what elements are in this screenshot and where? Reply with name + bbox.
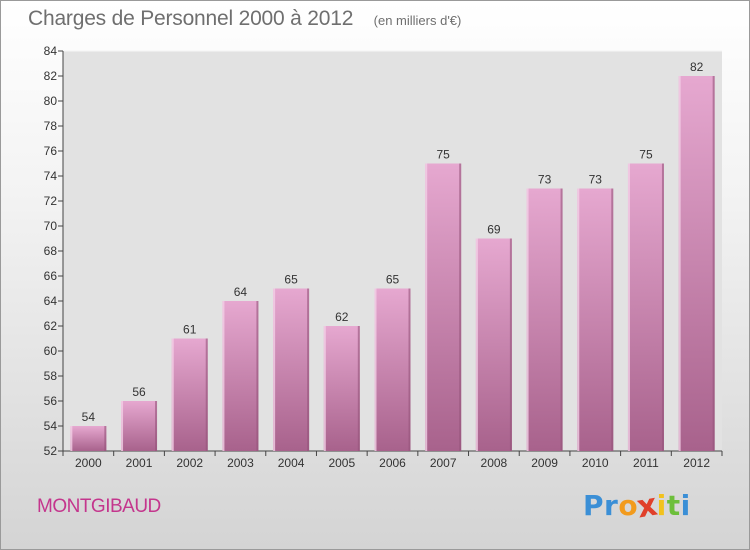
bar-highlight xyxy=(678,76,681,451)
bar xyxy=(577,188,614,451)
x-tick-label: 2005 xyxy=(328,456,355,470)
y-tick-label: 72 xyxy=(44,194,58,208)
x-tick-label: 2012 xyxy=(683,456,710,470)
y-tick-label: 58 xyxy=(44,369,58,383)
bar-shadow xyxy=(560,188,563,451)
bar-highlight xyxy=(475,238,478,451)
y-axis: 52 54 56 58 60 62 64 66 68 70 72 74 76 78 80 82 84 xyxy=(44,44,64,458)
y-tick-label: 78 xyxy=(44,119,58,133)
data-label: 82 xyxy=(690,60,704,74)
data-label: 75 xyxy=(437,148,451,162)
y-tick-label: 80 xyxy=(44,94,58,108)
x-tick-label: 2009 xyxy=(531,456,558,470)
bar-shadow xyxy=(307,288,310,451)
bar-shadow xyxy=(408,288,411,451)
bar xyxy=(475,238,512,451)
bar-shadow xyxy=(357,326,360,451)
data-label: 64 xyxy=(234,285,248,299)
x-tick-label: 2008 xyxy=(481,456,508,470)
y-tick-label: 82 xyxy=(44,69,58,83)
y-tick-label: 84 xyxy=(44,44,58,58)
title-row: Charges de Personnel 2000 à 2012 (en mil… xyxy=(28,7,461,31)
bar xyxy=(273,288,310,451)
bar-highlight xyxy=(273,288,276,451)
bar xyxy=(121,401,158,451)
logo-letter: i xyxy=(656,489,667,522)
bars xyxy=(70,76,715,451)
bar xyxy=(171,338,208,451)
x-tick-label: 2006 xyxy=(379,456,406,470)
data-label: 69 xyxy=(487,223,501,237)
logo-letter: r xyxy=(604,489,619,522)
x-tick-label: 2001 xyxy=(126,456,153,470)
chart-title: Charges de Personnel 2000 à 2012 xyxy=(28,7,354,30)
bar-shadow xyxy=(611,188,614,451)
bar-highlight xyxy=(323,326,326,451)
bar-highlight xyxy=(577,188,580,451)
bar-highlight xyxy=(425,163,428,451)
value-labels: 54 56 61 64 65 62 65 75 69 73 73 75 82 xyxy=(82,60,704,424)
x-tick-label: 2007 xyxy=(430,456,457,470)
logo-letter: o xyxy=(618,489,639,522)
data-label: 75 xyxy=(639,148,653,162)
bar-shadow xyxy=(155,401,158,451)
proxiti-logo: Proxiti xyxy=(583,486,691,525)
bar-shadow xyxy=(509,238,512,451)
bar xyxy=(323,326,360,451)
logo-letter: P xyxy=(583,489,605,522)
x-tick-label: 2003 xyxy=(227,456,254,470)
bar xyxy=(70,426,107,451)
x-axis: 2000 2001 2002 2003 2004 2005 2006 2007 2008 2009… xyxy=(62,450,723,470)
data-label: 65 xyxy=(386,273,400,287)
x-tick-label: 2000 xyxy=(75,456,102,470)
bar-highlight xyxy=(121,401,124,451)
y-tick-label: 64 xyxy=(44,294,58,308)
y-tick-label: 66 xyxy=(44,269,58,283)
bar-shadow xyxy=(256,301,259,451)
y-tick-label: 52 xyxy=(44,444,58,458)
logo-letter: t xyxy=(666,489,681,522)
y-tick-label: 60 xyxy=(44,344,58,358)
town-name: MONTGIBAUD xyxy=(37,496,161,517)
y-tick-label: 74 xyxy=(44,169,58,183)
data-label: 62 xyxy=(335,310,349,324)
x-tick-label: 2002 xyxy=(176,456,203,470)
x-tick-label: 2011 xyxy=(633,456,659,470)
bar xyxy=(222,301,259,451)
bar-shadow xyxy=(661,163,664,451)
bar-highlight xyxy=(627,163,630,451)
data-label: 65 xyxy=(284,273,298,287)
bar xyxy=(678,76,715,451)
bar-highlight xyxy=(70,426,73,451)
y-tick-label: 54 xyxy=(44,419,58,433)
logo-letter: i xyxy=(680,489,691,522)
data-label: 56 xyxy=(132,385,146,399)
chart-subtitle: (en milliers d'€) xyxy=(373,13,462,28)
data-label: 61 xyxy=(183,323,197,337)
bar xyxy=(425,163,462,451)
data-label: 54 xyxy=(82,410,96,424)
bar-shadow xyxy=(459,163,462,451)
bar-shadow xyxy=(205,338,208,451)
bar xyxy=(627,163,664,451)
bar xyxy=(526,188,563,451)
bar-highlight xyxy=(526,188,529,451)
x-tick-label: 2004 xyxy=(278,456,305,470)
y-tick-label: 62 xyxy=(44,319,58,333)
bar-highlight xyxy=(171,338,174,451)
y-tick-label: 68 xyxy=(44,244,58,258)
y-tick-label: 70 xyxy=(44,219,58,233)
bar xyxy=(374,288,411,451)
bar-highlight xyxy=(222,301,225,451)
bar-highlight xyxy=(374,288,377,451)
bar-shadow xyxy=(104,426,107,451)
data-label: 73 xyxy=(538,173,552,187)
data-label: 73 xyxy=(589,173,603,187)
x-tick-label: 2010 xyxy=(582,456,609,470)
bar-shadow xyxy=(712,76,715,451)
y-tick-label: 76 xyxy=(44,144,58,158)
y-tick-label: 56 xyxy=(44,394,58,408)
